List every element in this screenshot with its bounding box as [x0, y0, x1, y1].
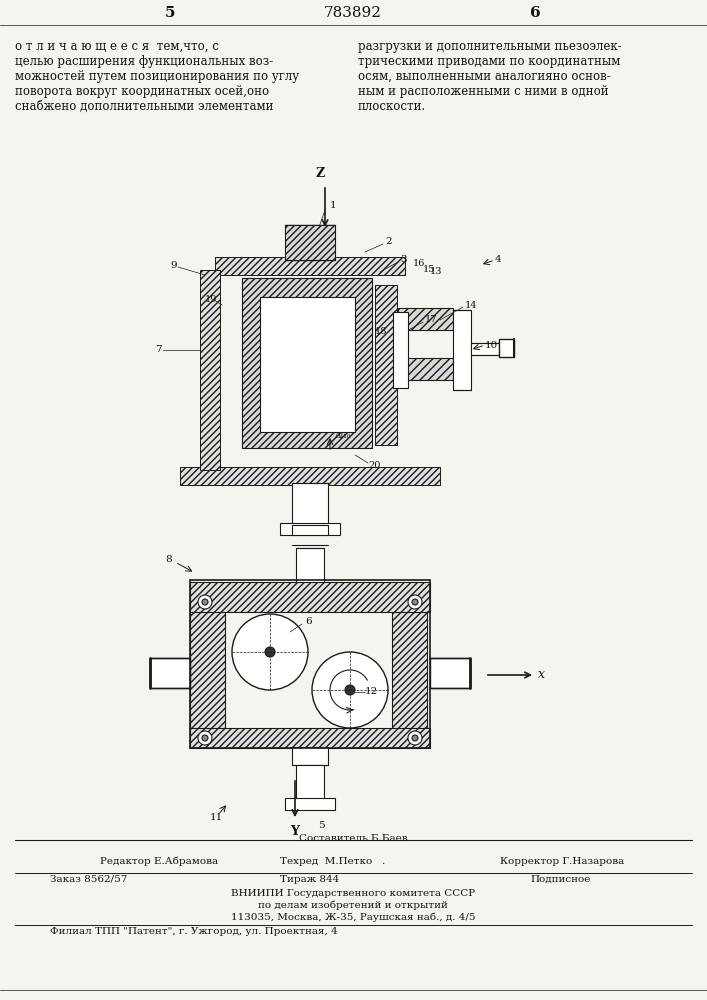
- Text: 19: 19: [205, 296, 217, 304]
- Text: Филиал ТПП "Патент", г. Ужгород, ул. Проектная, 4: Филиал ТПП "Патент", г. Ужгород, ул. Про…: [50, 927, 338, 936]
- Text: Тираж 844: Тираж 844: [280, 875, 339, 884]
- Text: ВНИИПИ Государственного комитета СССР: ВНИИПИ Государственного комитета СССР: [231, 889, 475, 898]
- Text: 14: 14: [465, 300, 477, 310]
- Text: Y: Y: [291, 825, 300, 838]
- Text: 11: 11: [210, 814, 223, 822]
- Text: Заказ 8562/57: Заказ 8562/57: [50, 875, 127, 884]
- Bar: [242, 278, 372, 448]
- Bar: [292, 483, 328, 525]
- Text: о т л и ч а ю щ е е с я  тем,что, с
целью расширения функциональных воз-
можност: о т л и ч а ю щ е е с я тем,что, с целью…: [15, 40, 299, 113]
- Bar: [215, 257, 405, 275]
- Text: 9: 9: [170, 260, 177, 269]
- Text: 17: 17: [425, 316, 438, 324]
- Bar: [296, 548, 324, 590]
- Text: Δl₄: Δl₄: [335, 306, 348, 314]
- Text: 16: 16: [413, 258, 426, 267]
- Bar: [292, 525, 328, 535]
- Circle shape: [198, 731, 212, 745]
- Bar: [398, 308, 453, 330]
- Bar: [499, 339, 514, 357]
- Bar: [375, 285, 397, 445]
- Text: Техред  М.Петко   .: Техред М.Петко .: [280, 857, 385, 866]
- Text: Δl₁₀: Δl₁₀: [335, 430, 351, 440]
- Text: Корректор Г.Назарова: Корректор Г.Назарова: [500, 857, 624, 866]
- Text: 15: 15: [423, 264, 436, 273]
- Bar: [285, 225, 335, 260]
- Text: 783892: 783892: [324, 6, 382, 20]
- Text: Подписное: Подписное: [530, 875, 590, 884]
- Text: 5: 5: [318, 820, 325, 830]
- Text: 3: 3: [400, 255, 407, 264]
- Bar: [471, 343, 499, 355]
- Circle shape: [232, 614, 308, 690]
- Bar: [398, 358, 453, 380]
- Circle shape: [412, 735, 418, 741]
- Text: 13: 13: [430, 267, 443, 276]
- Bar: [392, 605, 427, 740]
- Circle shape: [412, 599, 418, 605]
- Text: 4: 4: [495, 255, 502, 264]
- Bar: [190, 582, 430, 612]
- Text: Δу: Δу: [335, 390, 346, 399]
- Bar: [288, 590, 332, 598]
- Bar: [285, 798, 335, 810]
- Bar: [190, 728, 430, 748]
- Circle shape: [312, 652, 388, 728]
- Circle shape: [202, 599, 208, 605]
- Text: 113035, Москва, Ж-35, Раушская наб., д. 4/5: 113035, Москва, Ж-35, Раушская наб., д. …: [230, 913, 475, 922]
- Text: 5: 5: [165, 6, 175, 20]
- Text: 10: 10: [485, 340, 498, 350]
- Bar: [260, 297, 355, 432]
- Bar: [430, 658, 470, 688]
- Bar: [393, 312, 408, 388]
- Circle shape: [265, 647, 275, 657]
- Circle shape: [345, 685, 355, 695]
- Text: 1: 1: [330, 200, 337, 210]
- Bar: [200, 270, 220, 470]
- Text: 18: 18: [375, 328, 387, 336]
- Text: 6: 6: [530, 6, 540, 20]
- Text: x: x: [538, 668, 545, 682]
- Bar: [280, 523, 340, 535]
- Bar: [296, 765, 324, 800]
- Text: 20: 20: [368, 460, 380, 470]
- Text: 6: 6: [305, 617, 312, 626]
- Circle shape: [202, 735, 208, 741]
- Text: по делам изобретений и открытий: по делам изобретений и открытий: [258, 901, 448, 910]
- Text: Z: Z: [315, 167, 325, 180]
- Bar: [190, 605, 225, 740]
- Circle shape: [408, 731, 422, 745]
- Text: Составитель Б.Баев: Составитель Б.Баев: [298, 834, 407, 843]
- Text: Редактор Е.Абрамова: Редактор Е.Абрамова: [100, 857, 218, 866]
- Circle shape: [198, 595, 212, 609]
- Bar: [150, 658, 190, 688]
- Text: 2: 2: [385, 237, 392, 246]
- Bar: [190, 580, 430, 748]
- Bar: [180, 467, 440, 485]
- Text: 7: 7: [155, 346, 162, 355]
- Text: 12: 12: [365, 688, 378, 696]
- Bar: [453, 310, 471, 390]
- Circle shape: [408, 595, 422, 609]
- Bar: [292, 747, 328, 765]
- Text: 8: 8: [165, 556, 172, 564]
- Text: разгрузки и дополнительными пьезоэлек-
трическими приводами по координатным
осям: разгрузки и дополнительными пьезоэлек- т…: [358, 40, 621, 113]
